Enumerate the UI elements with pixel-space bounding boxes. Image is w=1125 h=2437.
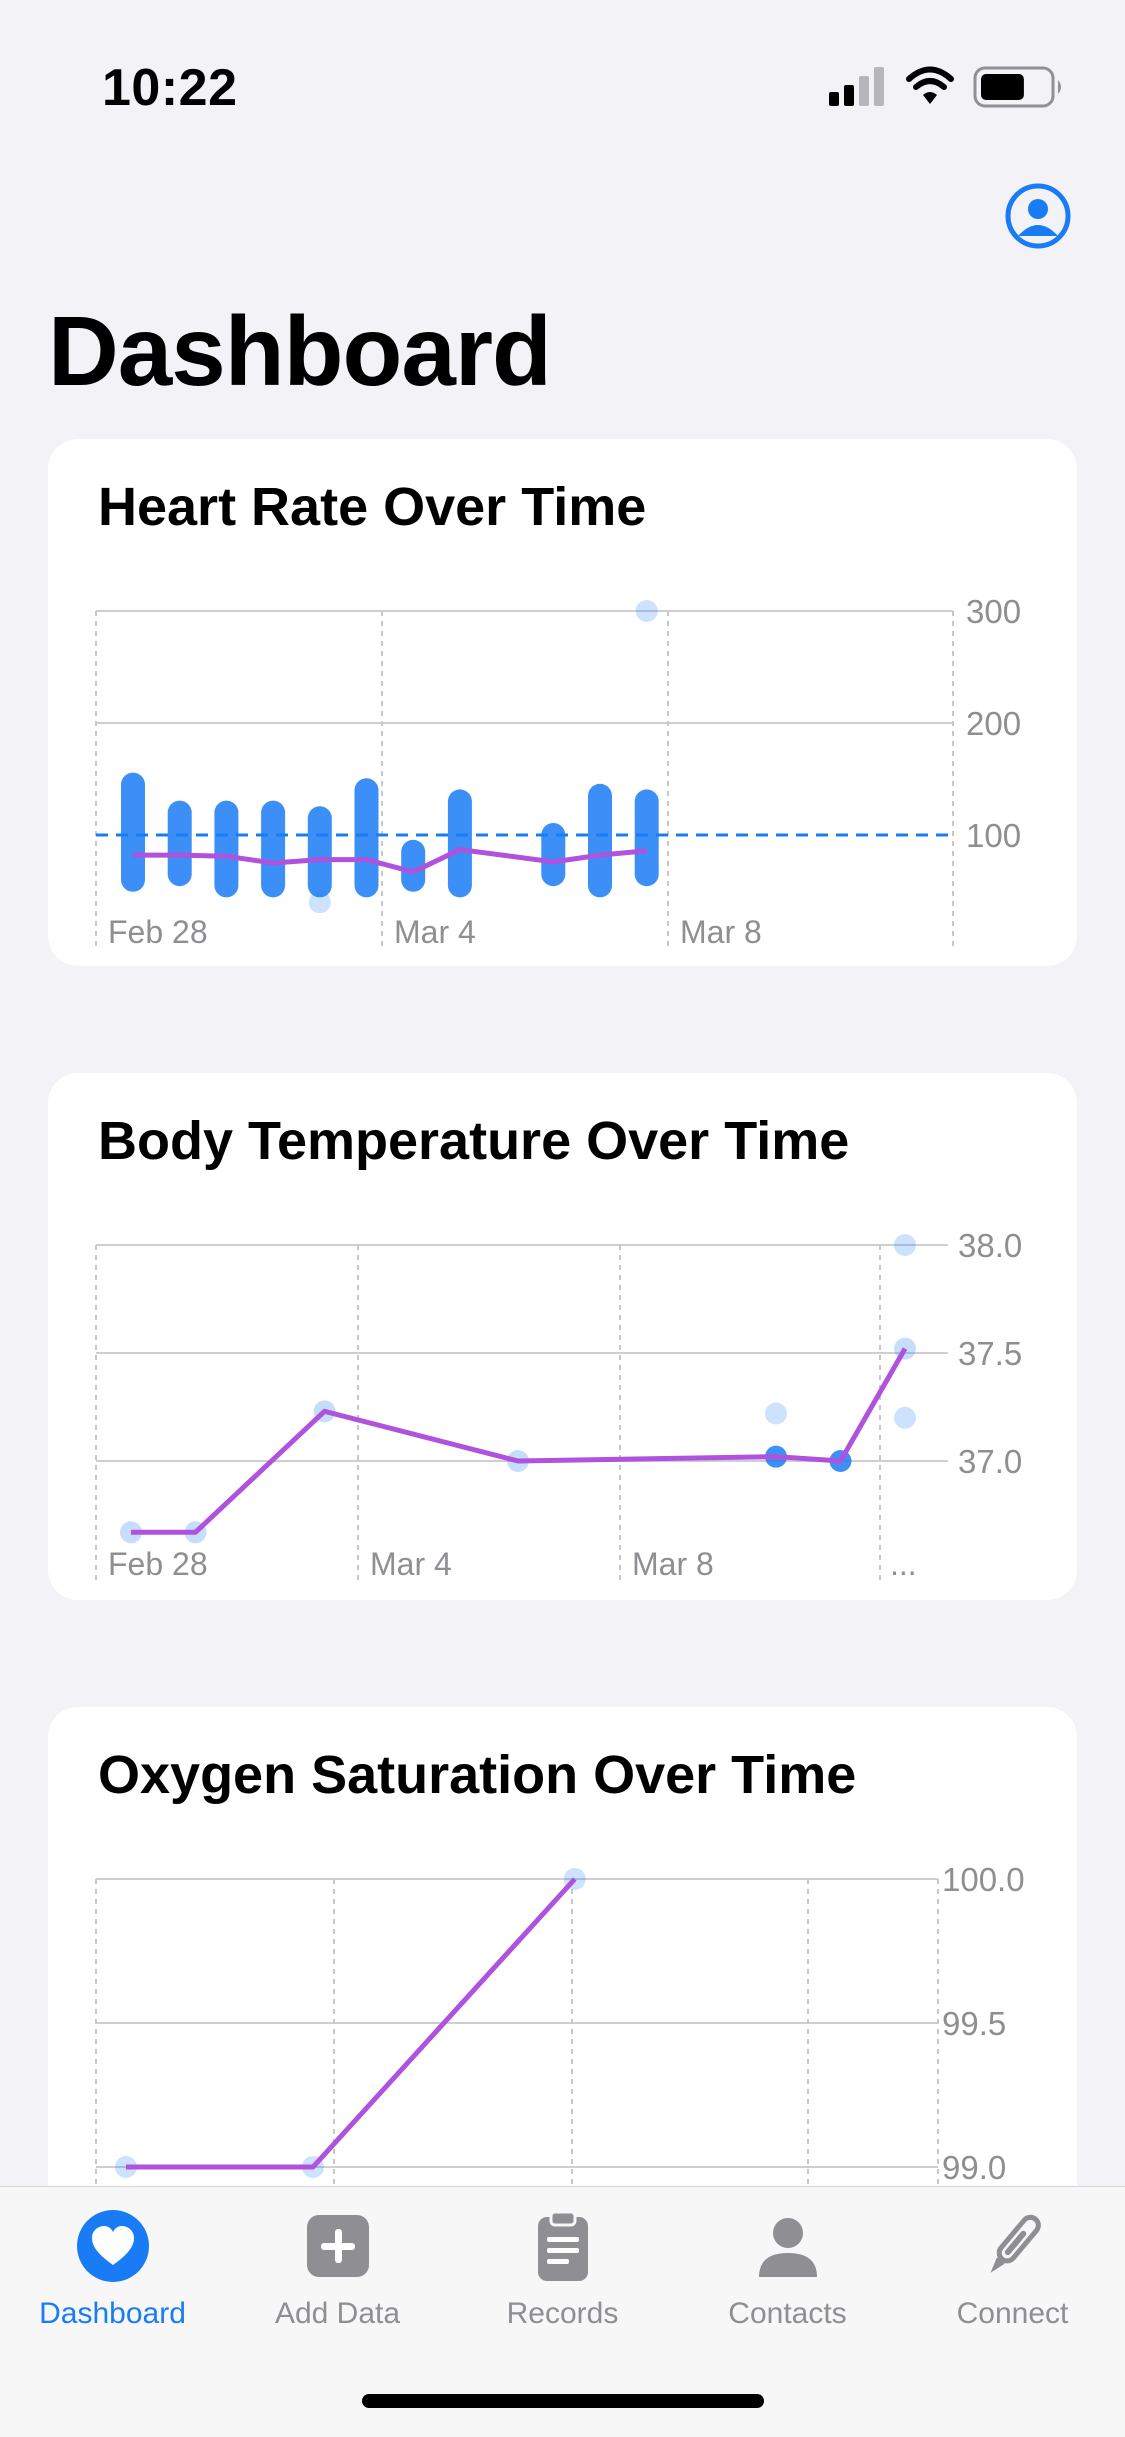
y-tick-label: 37.0 [958,1443,1022,1480]
tab-label: Contacts [728,2297,847,2330]
tab-add-data[interactable]: Add Data [225,2187,450,2357]
heart-icon [77,2210,149,2282]
y-tick-label: 200 [966,705,1021,742]
tab-bar: Dashboard Add Data Records Contacts [0,2186,1125,2437]
x-tick-label: Mar 4 [394,914,476,950]
data-point [765,1402,787,1425]
y-tick-label: 100.0 [942,1861,1025,1898]
battery-icon [973,66,1061,108]
tab-label: Add Data [274,2297,401,2330]
person-icon [759,2218,817,2277]
clipboard-icon [538,2210,588,2281]
page-title: Dashboard [48,296,552,406]
x-tick-label: Mar 8 [680,914,762,950]
y-tick-label: 37.5 [958,1335,1022,1372]
x-tick-label: ... [890,1546,917,1582]
thermometer-icon [990,2214,1041,2273]
body-temperature-card[interactable]: Body Temperature Over Time 37.0 37.5 38.0 F… [48,1073,1077,1600]
tab-dashboard[interactable]: Dashboard [0,2187,225,2357]
profile-button[interactable] [1004,182,1072,250]
card-title: Oxygen Saturation Over Time [98,1745,857,1805]
home-indicator [362,2394,764,2408]
y-tick-label: 99.5 [942,2005,1006,2042]
x-tick-label: Mar 8 [632,1546,714,1582]
data-point [894,1337,916,1360]
tab-label: Connect [956,2297,1069,2330]
cellular-signal-icon [829,67,884,106]
outlier-point [635,600,658,622]
outlier-point [308,891,331,914]
data-point [894,1406,916,1429]
status-time: 10:22 [102,59,238,117]
x-tick-label: Feb 28 [108,1546,208,1582]
y-tick-label: 300 [966,593,1021,630]
wifi-icon [906,66,954,104]
plus-square-icon [307,2215,369,2277]
y-tick-label: 38.0 [958,1227,1022,1264]
y-tick-label: 99.0 [942,2149,1006,2186]
tab-contacts[interactable]: Contacts [675,2187,900,2357]
card-title: Heart Rate Over Time [98,477,647,537]
y-tick-label: 100 [966,817,1021,854]
tab-label: Dashboard [39,2297,186,2330]
average-line [131,1347,908,1535]
x-tick-label: Feb 28 [108,914,208,950]
card-title: Body Temperature Over Time [98,1111,850,1171]
status-icons [829,66,1061,108]
tab-connect[interactable]: Connect [900,2187,1125,2357]
heart-rate-card[interactable]: Heart Rate Over Time 100 200 300 Feb 28 Mar … [48,439,1077,966]
data-point [894,1234,916,1256]
tab-label: Records [506,2297,619,2330]
tab-records[interactable]: Records [450,2187,675,2357]
average-line [133,847,647,875]
oxygen-saturation-chart: 99.0 99.5 100.0 [95,1861,1025,2307]
heart-rate-chart: 100 200 300 Feb 28 Mar 4 Mar 8 [95,593,1021,950]
person-circle-icon [1005,183,1071,249]
body-temperature-chart: 37.0 37.5 38.0 Feb 28 Mar 4 Mar 8... [95,1227,1022,1584]
average-line [126,1877,577,2170]
x-tick-label: Mar 4 [370,1546,452,1582]
